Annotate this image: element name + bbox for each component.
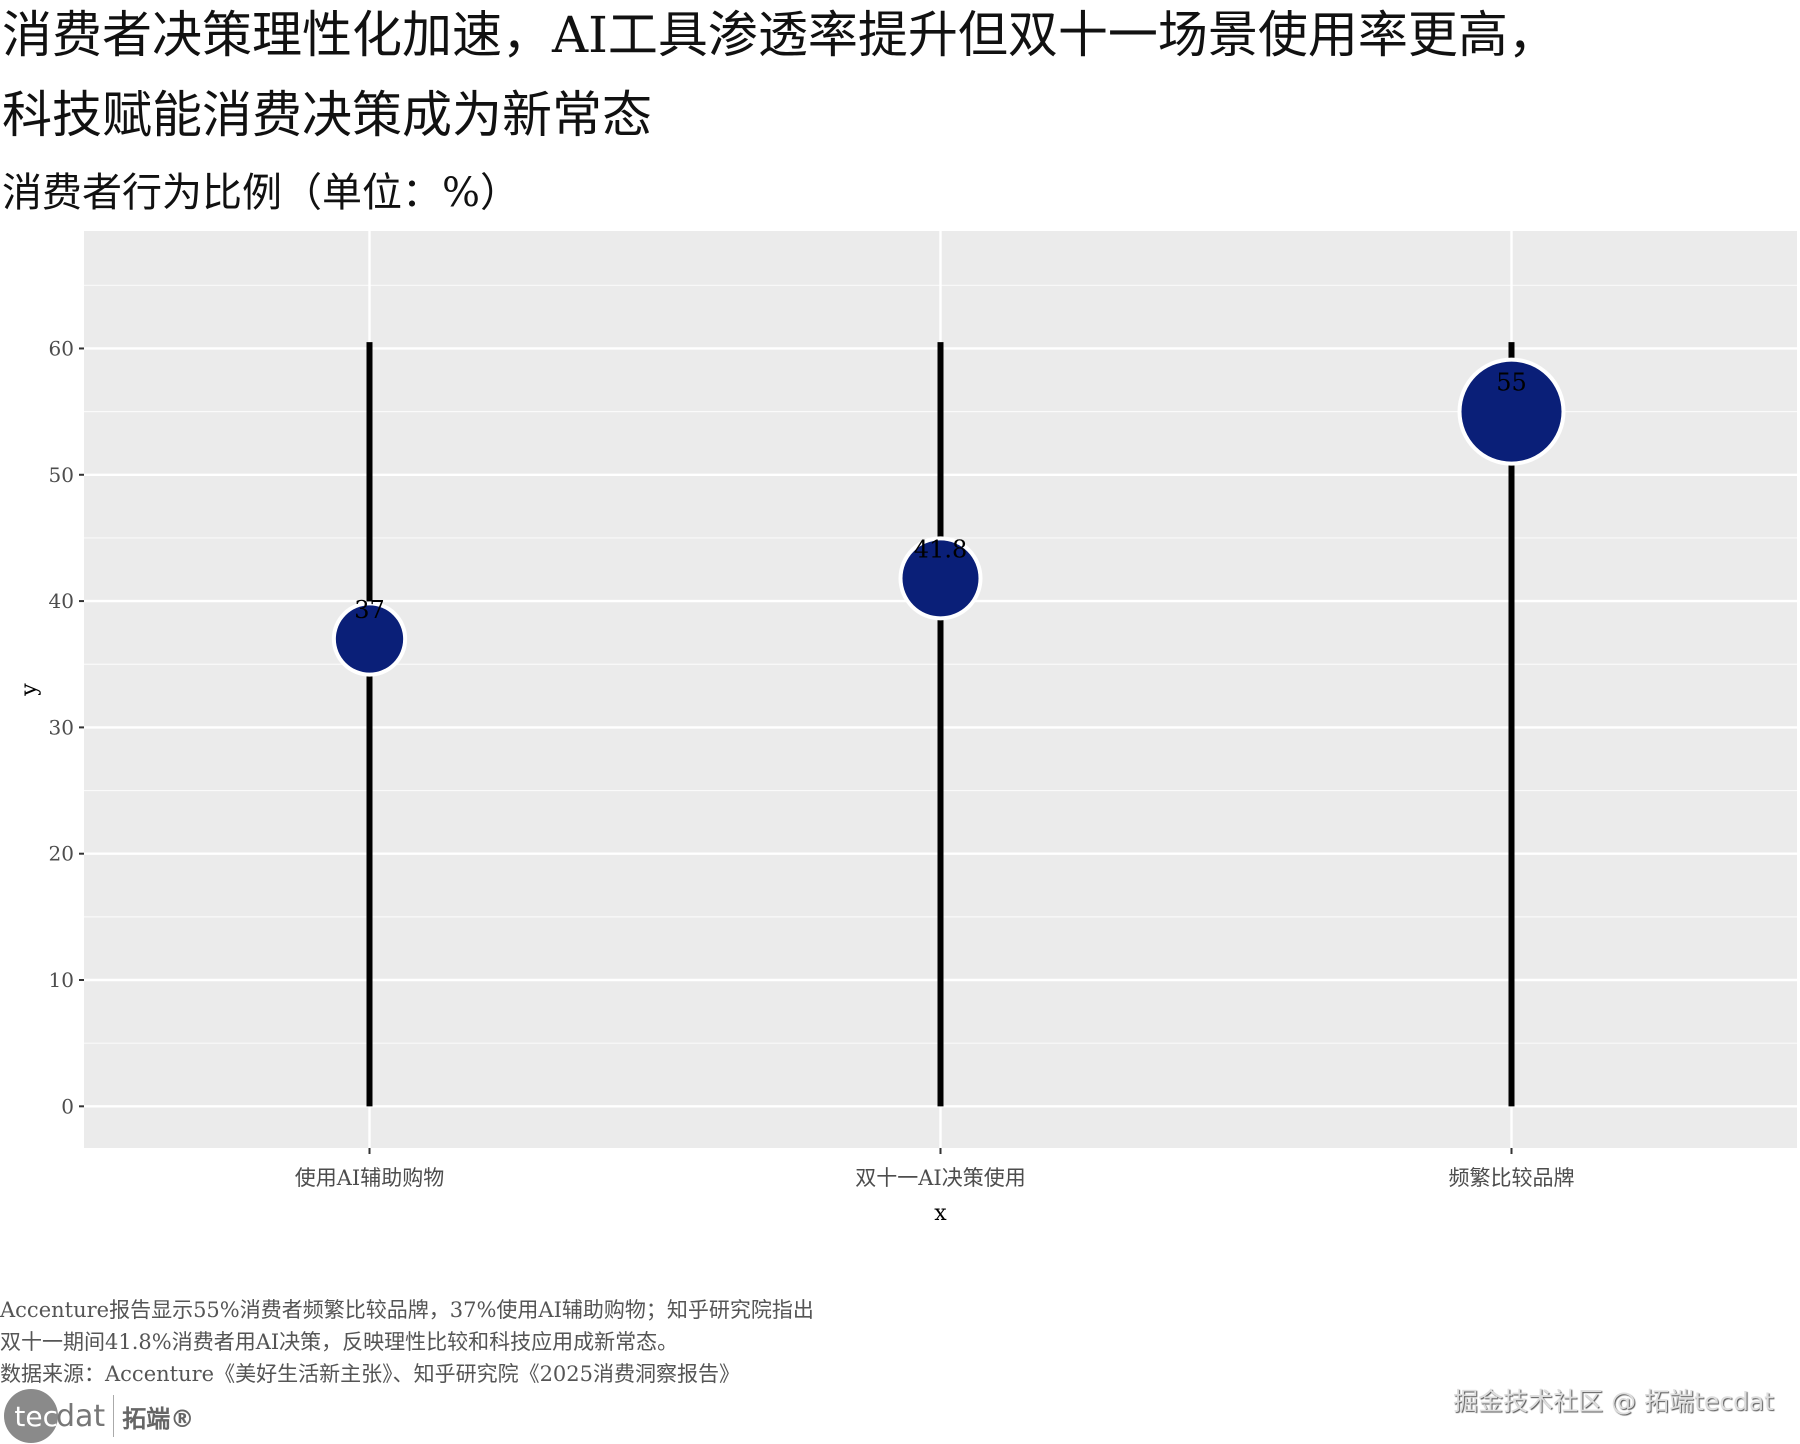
- logo-chinese: 拓端®: [122, 1404, 195, 1433]
- caption-line-1: Accenture报告显示55%消费者频繁比较品牌，37%使用AI辅助购物；知乎…: [0, 1298, 814, 1322]
- logo-divider: [113, 1395, 115, 1437]
- y-tick-label: 10: [49, 968, 74, 992]
- y-tick-label: 0: [61, 1094, 74, 1118]
- watermark: 掘金技术社区 @ 拓端tecdat: [1453, 1387, 1774, 1416]
- y-tick-label: 40: [49, 589, 74, 613]
- chart-title-line2: 科技赋能消费决策成为新常态: [2, 86, 652, 144]
- logo-text-right: dat: [56, 1398, 106, 1434]
- data-label: 41.8: [914, 535, 967, 563]
- y-tick-label: 30: [49, 715, 74, 739]
- chart-subtitle: 消费者行为比例（单位：%）: [2, 170, 521, 216]
- logo-circle: tec: [4, 1389, 58, 1443]
- x-tick-label: 频繁比较品牌: [1449, 1166, 1575, 1190]
- lollipop-point: [902, 540, 979, 617]
- y-tick-label: 50: [49, 463, 74, 487]
- logo-text-left: tec: [14, 1399, 58, 1433]
- data-label: 37: [354, 596, 385, 624]
- x-tick-label: 使用AI辅助购物: [295, 1166, 444, 1190]
- caption-line-2: 双十一期间41.8%消费者用AI决策，反映理性比较和科技应用成新常态。: [0, 1330, 679, 1354]
- caption-source: 数据来源：Accenture《美好生活新主张》、知乎研究院《2025消费洞察报告…: [0, 1362, 741, 1386]
- y-axis-title: y: [17, 683, 42, 697]
- lollipop-point: [335, 605, 404, 673]
- tecdat-logo: tec dat 拓端®: [4, 1388, 194, 1444]
- chart-title-line1: 消费者决策理性化加速，AI工具渗透率提升但双十一场景使用率更高，: [2, 6, 1558, 64]
- y-tick-label: 60: [49, 336, 74, 360]
- x-axis-title: x: [934, 1201, 947, 1226]
- lollipop-point: [1461, 361, 1562, 462]
- y-tick-label: 20: [49, 842, 74, 866]
- data-label: 55: [1496, 369, 1527, 397]
- x-tick-label: 双十一AI决策使用: [855, 1166, 1025, 1190]
